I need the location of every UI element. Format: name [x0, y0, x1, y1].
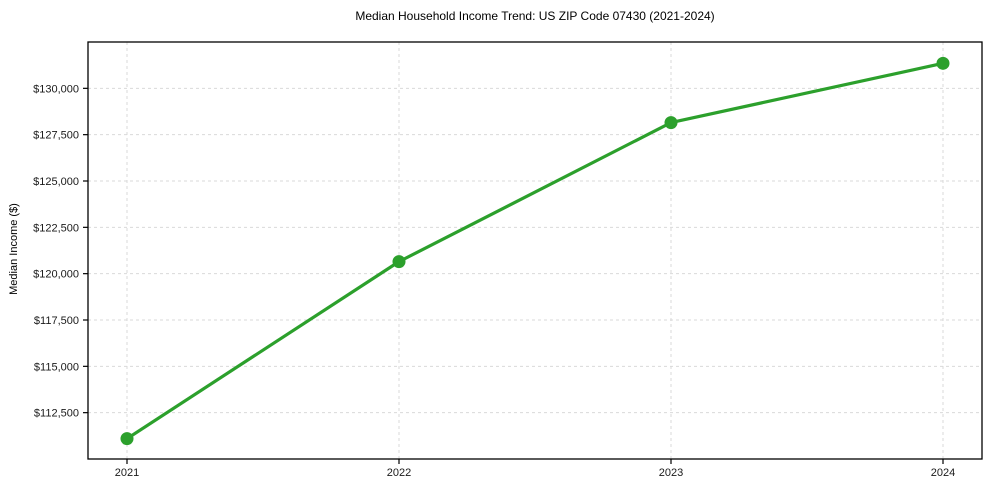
x-tick-label: 2021 [115, 467, 139, 479]
data-point-marker [664, 116, 678, 130]
x-tick-label: 2022 [387, 467, 411, 479]
y-tick-label: $117,500 [34, 315, 79, 327]
data-point-marker [392, 255, 406, 269]
y-tick-label: $130,000 [33, 83, 79, 95]
x-tick-label: 2023 [659, 467, 683, 479]
data-point-marker [936, 56, 950, 70]
x-tick-label: 2024 [931, 467, 955, 479]
y-tick-label: $120,000 [33, 269, 79, 281]
chart-title: Median Household Income Trend: US ZIP Co… [355, 9, 715, 23]
y-tick-label: $112,500 [34, 408, 79, 420]
y-tick-label: $115,000 [34, 361, 79, 373]
y-tick-label: $122,500 [33, 222, 79, 234]
y-tick-label: $127,500 [33, 130, 79, 142]
plot-frame [87, 41, 983, 460]
trend-line [125, 61, 945, 441]
data-point-marker [120, 432, 134, 446]
y-tick-label: $125,000 [33, 176, 79, 188]
